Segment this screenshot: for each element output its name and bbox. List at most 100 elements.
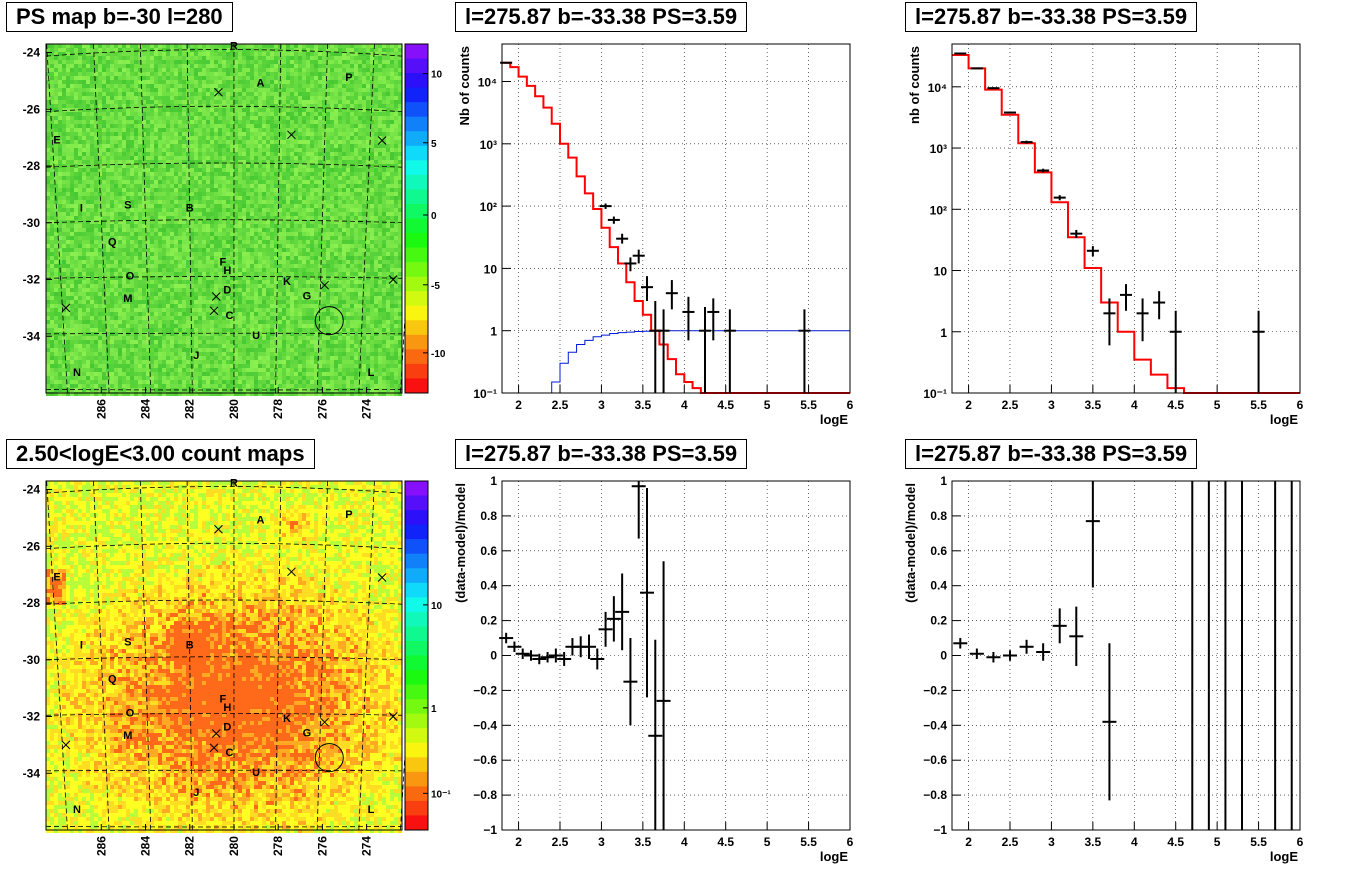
y-tick-label: -28	[23, 596, 41, 610]
source-circle	[314, 743, 344, 773]
source-cross	[388, 275, 398, 284]
latitude-line	[45, 656, 403, 661]
latitude-line	[45, 389, 403, 391]
latitude-line	[45, 769, 403, 772]
longitude-line	[46, 480, 68, 831]
map-pixels	[46, 481, 402, 833]
x-tick-label: 274	[360, 399, 374, 419]
residual-plot-2: 2 2.5 3 3.5 4 4.5 5 5.5 6 −1 −0.8 −0.6 −0.4 −0.2 0 0.2 0…	[903, 474, 1304, 864]
x-tick-label: 278	[271, 399, 285, 419]
x-tick-label: 6	[847, 835, 854, 849]
latitude-line	[45, 276, 403, 279]
source-cross	[209, 306, 219, 316]
source-label: N	[73, 804, 81, 816]
latitude-line	[45, 542, 403, 550]
x-tick-label: 6	[847, 398, 854, 412]
source-label: K	[283, 276, 291, 288]
source-cross	[377, 573, 387, 582]
source-cross	[214, 524, 223, 534]
y-axis-label: (data-model)/model	[903, 483, 918, 603]
source-label: O	[126, 271, 135, 283]
source-label: P	[345, 72, 352, 84]
y-tick-label: 10⁻¹	[473, 387, 497, 401]
y-tick-label: -24	[23, 483, 41, 497]
y-tick-label: 0	[940, 649, 947, 663]
x-tick-label: 3.5	[635, 835, 652, 849]
longitude-line	[358, 43, 375, 394]
y-tick-label: -30	[23, 653, 41, 667]
map-frame	[45, 43, 403, 394]
x-axis-label: logE	[820, 412, 848, 427]
x-tick-label: 4	[1131, 835, 1138, 849]
longitude-line	[186, 480, 193, 831]
y-tick-label: 10³	[480, 138, 497, 152]
x-tick-label: 274	[360, 836, 374, 856]
map-graticule	[45, 480, 422, 831]
pad-title: l=275.87 b=-33.38 PS=3.59	[905, 2, 1198, 32]
y-tick-label: -26	[23, 102, 41, 116]
source-label: C	[226, 310, 234, 322]
source-label: K	[283, 713, 291, 725]
y-tick-label: -34	[23, 329, 41, 343]
y-tick-label: 0.8	[480, 509, 497, 523]
y-tick-label: -34	[23, 766, 41, 780]
x-tick-label: 2.5	[552, 398, 569, 412]
x-tick-label: 2.5	[1002, 835, 1019, 849]
y-tick-label: −0.6	[923, 753, 947, 767]
source-label: L	[368, 804, 375, 816]
source-label: I	[80, 202, 83, 214]
x-tick-label: 3	[1048, 398, 1055, 412]
data-points	[500, 61, 811, 393]
colorbar-frame	[404, 480, 429, 831]
source-label: R	[230, 478, 238, 490]
y-tick-label: 1	[940, 326, 947, 340]
x-axis-label: logE	[820, 849, 848, 864]
latitude-line	[45, 713, 403, 716]
x-tick-label: 280	[227, 399, 241, 419]
source-label: Q	[108, 673, 117, 685]
longitude-line	[139, 43, 152, 394]
source-label: E	[53, 134, 60, 146]
x-tick-label: 5.5	[800, 835, 817, 849]
colorbar-label: -5	[431, 281, 440, 292]
x-tick-label: 284	[139, 399, 153, 419]
ps-map-plot: R A P E I S B Q FH O K D M G C U J N L -24 -26 -28 -30 -32 -34 28…	[23, 41, 446, 419]
x-tick-label: 5.5	[1250, 398, 1267, 412]
x-tick-label: 3	[1048, 835, 1055, 849]
y-axis-label: nb of counts	[907, 46, 922, 124]
source-label: Q	[108, 236, 117, 248]
source-cross	[214, 87, 223, 97]
x-axis-label: logE	[1270, 849, 1298, 864]
x-tick-label: 5.5	[1250, 835, 1267, 849]
longitude-line	[358, 480, 375, 831]
y-axis-label: (data-model)/model	[453, 483, 468, 603]
y-tick-label: −0.4	[923, 718, 947, 732]
x-tick-label: 3	[598, 835, 605, 849]
red-model-curve	[952, 54, 1300, 394]
pad-title: PS map b=-30 l=280	[6, 2, 233, 32]
colorbar-label: 10⁻¹	[431, 789, 451, 800]
source-label: G	[303, 290, 312, 302]
x-tick-label: 4	[681, 398, 688, 412]
source-label: J	[193, 787, 199, 799]
longitude-line	[93, 43, 110, 394]
source-label: J	[193, 350, 199, 362]
latitude-line	[45, 826, 403, 828]
x-tick-label: 3.5	[1085, 835, 1102, 849]
colorbar-label: 0	[431, 211, 437, 222]
source-label: A	[257, 78, 265, 90]
latitude-line	[45, 105, 403, 113]
x-tick-label: 4	[681, 835, 688, 849]
grid	[502, 44, 851, 393]
y-tick-label: −0.2	[473, 683, 497, 697]
source-cross	[209, 743, 219, 753]
source-cross	[388, 712, 398, 721]
red-model-curve	[502, 61, 850, 394]
longitude-line	[275, 480, 282, 831]
grid	[952, 44, 1301, 393]
x-tick-label: 6	[1297, 398, 1304, 412]
longitude-line	[316, 43, 328, 394]
y-tick-label: 10⁴	[928, 81, 947, 95]
plot-frame	[501, 43, 851, 394]
x-tick-label: 3.5	[1085, 398, 1102, 412]
